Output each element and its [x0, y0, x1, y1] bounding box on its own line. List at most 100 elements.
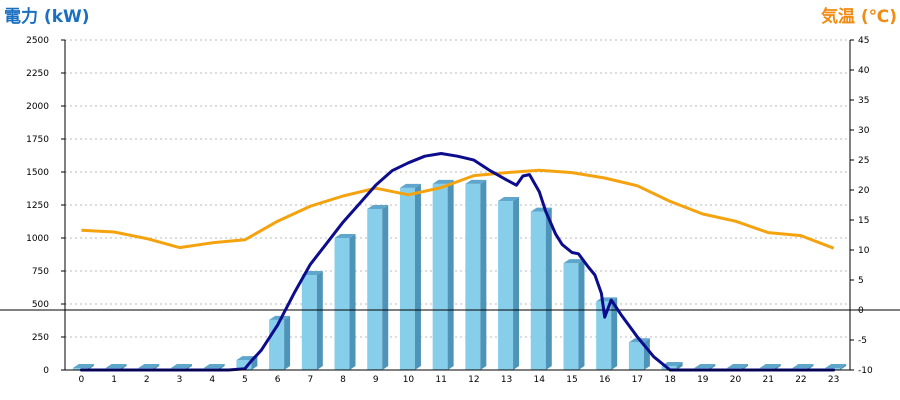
x-tick-label: 18 — [664, 375, 676, 385]
y-axis-right-label: 気温 (℃) — [820, 6, 897, 27]
x-tick-label: 7 — [307, 375, 313, 385]
bar-12 — [465, 179, 487, 370]
x-tick-label: 21 — [763, 375, 774, 385]
bar-side — [447, 179, 454, 370]
bar-side — [840, 364, 847, 370]
y-tick-label: 1500 — [26, 168, 49, 178]
bar-top — [661, 362, 683, 367]
bar-side — [414, 183, 421, 370]
bar-17 — [628, 338, 650, 370]
bar-side — [545, 207, 552, 370]
y-tick-label: 2250 — [26, 69, 49, 79]
bar-side — [316, 270, 323, 370]
bar-top — [334, 234, 356, 238]
x-tick-label: 5 — [242, 375, 248, 385]
bar-top — [465, 179, 487, 184]
y-tick-label: 750 — [32, 267, 49, 277]
bar-10 — [399, 183, 421, 370]
x-tick-label: 23 — [828, 375, 839, 385]
y-tick-label: 500 — [32, 300, 49, 310]
y2-tick-label: 25 — [858, 156, 869, 166]
y2-tick-label: 0 — [858, 306, 864, 316]
y-tick-label: 1250 — [26, 201, 49, 211]
bar-front — [563, 263, 579, 370]
bar-front — [465, 183, 481, 370]
bar-front — [628, 342, 644, 370]
bar-top — [432, 179, 454, 184]
x-tick-label: 15 — [566, 375, 577, 385]
y2-tick-label: -5 — [858, 336, 867, 346]
bar-front — [596, 301, 612, 370]
bar-15 — [563, 259, 585, 370]
y2-tick-label: 35 — [858, 96, 869, 106]
y2-tick-label: 45 — [858, 36, 869, 46]
bar-side — [578, 259, 585, 370]
bar-side — [382, 204, 389, 370]
y2-tick-label: 20 — [858, 186, 870, 196]
y2-tick-label: 30 — [858, 126, 870, 136]
bar-top — [367, 204, 389, 209]
bar-top — [203, 364, 225, 369]
x-tick-label: 2 — [144, 375, 150, 385]
x-tick-label: 0 — [78, 375, 84, 385]
bar-front — [236, 360, 252, 370]
bar-14 — [530, 207, 552, 370]
y-axis-left-label: 電力 (kW) — [4, 6, 90, 27]
temperature-line — [81, 168, 835, 250]
bar-side — [513, 197, 520, 370]
bar-top — [727, 364, 749, 369]
y2-tick-label: 40 — [858, 66, 870, 76]
bar-side — [611, 297, 618, 370]
bar-front — [498, 201, 514, 370]
bar-top — [138, 364, 160, 369]
x-tick-label: 8 — [340, 375, 346, 385]
x-tick-label: 12 — [468, 375, 479, 385]
y2-tick-label: 5 — [858, 276, 864, 286]
y-tick-label: 0 — [43, 366, 49, 376]
x-tick-label: 13 — [501, 375, 512, 385]
bar-front — [301, 274, 317, 370]
bar-front — [367, 208, 383, 370]
bar-6 — [269, 315, 291, 370]
bar-side — [676, 362, 683, 370]
y-tick-label: 2000 — [26, 102, 49, 112]
line-series — [0, 152, 900, 372]
bar-top — [399, 183, 421, 188]
x-tick-label: 1 — [111, 375, 117, 385]
x-tick-label: 16 — [599, 375, 611, 385]
bar-top — [792, 364, 814, 369]
axes — [61, 39, 854, 371]
bar-side — [643, 338, 650, 370]
bar-front — [432, 183, 448, 370]
bar-13 — [498, 197, 520, 370]
bar-front — [334, 238, 350, 370]
y2-tick-label: 15 — [858, 216, 869, 226]
y-tick-label: 1000 — [26, 234, 49, 244]
bar-top — [170, 364, 192, 369]
power-line — [79, 152, 836, 372]
x-tick-label: 6 — [275, 375, 281, 385]
x-tick-label: 22 — [795, 375, 806, 385]
y-tick-label: 2500 — [26, 36, 49, 46]
bar-top — [759, 364, 781, 369]
tick-labels: 02505007501000125015001750200022502500-1… — [26, 36, 873, 385]
x-tick-label: 4 — [209, 375, 215, 385]
bar-7 — [301, 270, 323, 370]
x-tick-label: 10 — [403, 375, 415, 385]
x-tick-label: 17 — [632, 375, 643, 385]
x-tick-label: 11 — [435, 375, 446, 385]
grid-lines — [65, 39, 850, 338]
x-tick-label: 14 — [534, 375, 546, 385]
x-tick-label: 20 — [730, 375, 742, 385]
bar-top — [694, 364, 716, 369]
bar-top — [825, 364, 847, 369]
bar-11 — [432, 179, 454, 370]
bar-top — [563, 259, 585, 264]
bar-top — [498, 197, 520, 202]
x-tick-label: 3 — [177, 375, 183, 385]
bar-9 — [367, 204, 389, 370]
bar-8 — [334, 234, 356, 370]
bar-side — [480, 179, 487, 370]
bar-series — [72, 179, 847, 370]
